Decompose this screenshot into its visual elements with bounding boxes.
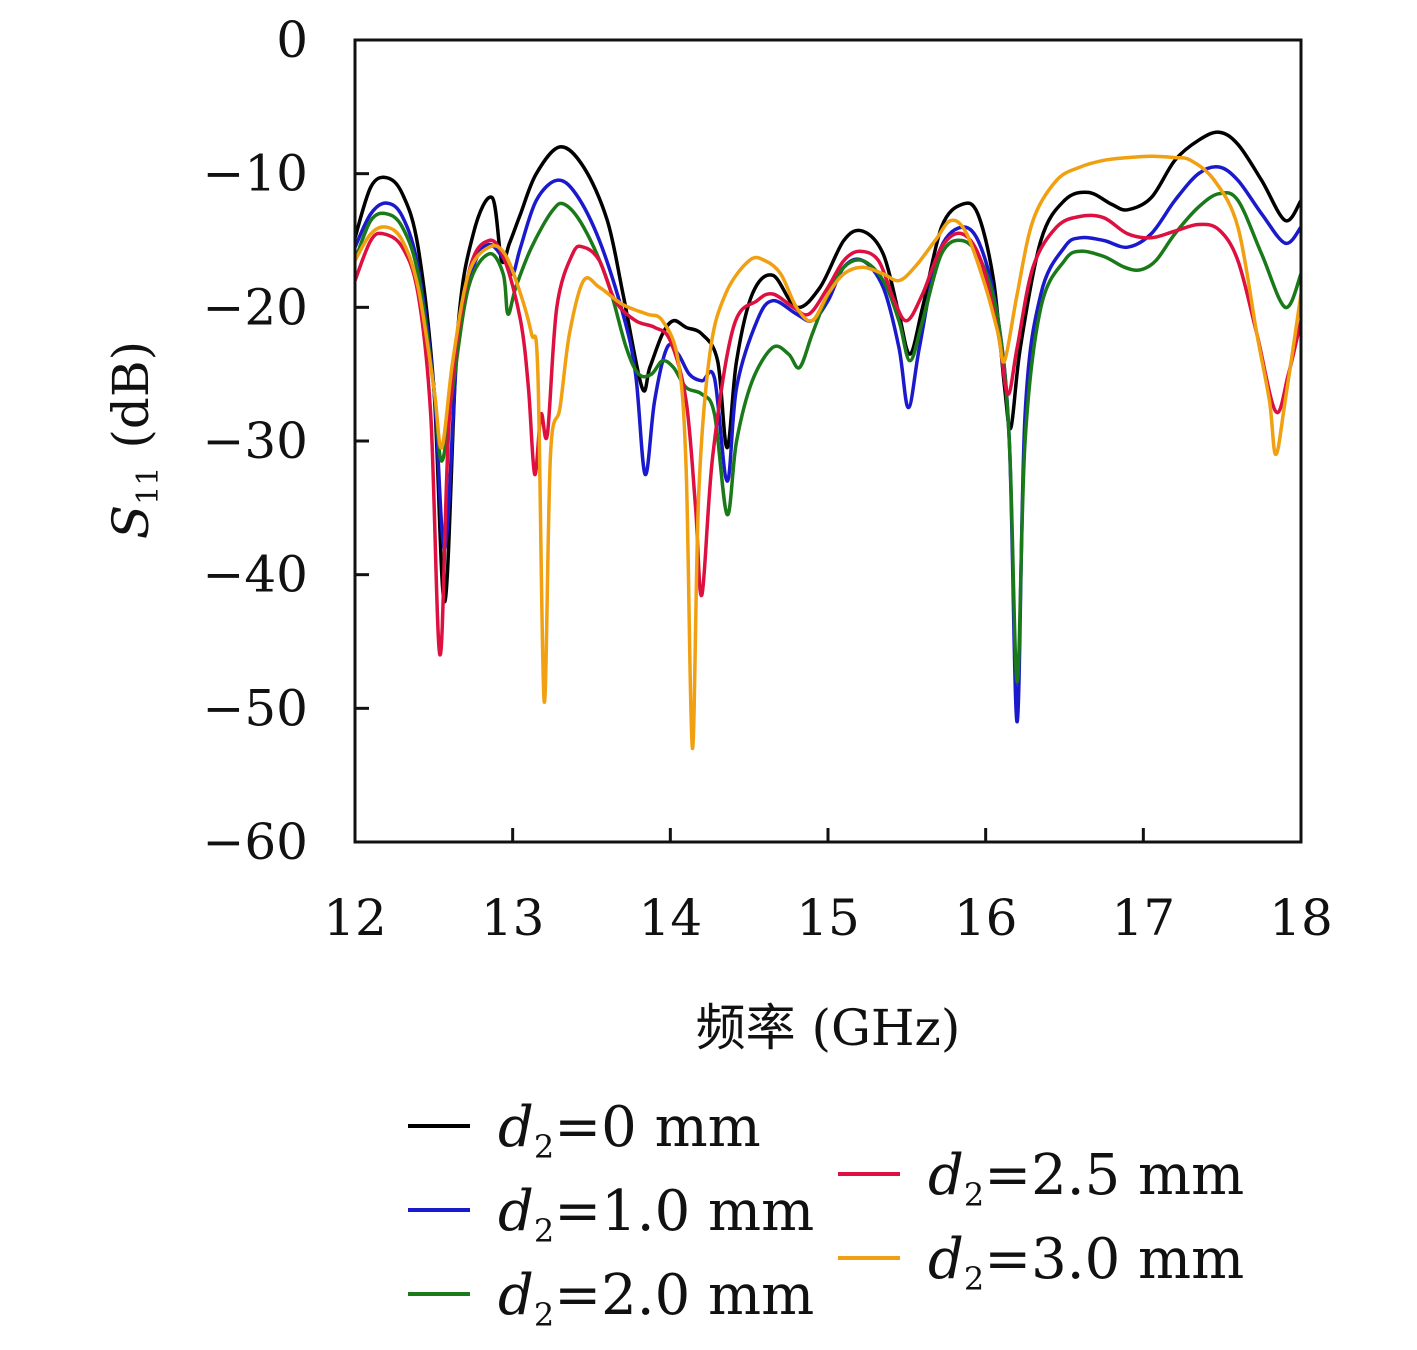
y-axis-title-sub: 11 [131,467,166,505]
y-axis-title-unit: (dB) [102,341,160,449]
legend-label: d2=1.0 mm [498,1179,814,1250]
x-axis-title: 频率 (GHz) [696,999,961,1057]
y-tick-label: −50 [202,679,308,737]
y-tick-label: −30 [202,412,308,470]
legend-label: d2=0 mm [498,1095,761,1166]
legend-label: d2=2.0 mm [498,1263,814,1334]
y-axis: 0 −10 −20 −30 −40 −50 −60 [202,11,369,871]
x-tick-label: 17 [1112,889,1176,947]
y-tick-label: −20 [202,278,308,336]
legend: d2=0 mm d2=1.0 mm d2=2.0 mm d2=2.5 mm d2=3.0… [408,1095,1244,1334]
legend-label: d2=3.0 mm [928,1227,1244,1298]
y-axis-title-main: S [102,505,160,539]
series-layer [355,130,1301,751]
y-tick-label: −10 [202,145,308,203]
y-tick-label: −40 [202,546,308,604]
series-line-2 [355,190,1301,684]
x-axis: 12 13 14 15 16 17 18 [323,828,1333,947]
x-tick-label: 14 [639,889,703,947]
svg-text:S11(dB): S11 (dB) [102,341,166,539]
series-line-4 [355,154,1301,751]
y-tick-label: −60 [202,813,308,871]
x-tick-label: 15 [796,889,860,947]
x-tick-label: 12 [323,889,387,947]
y-axis-title: S11 (dB) [102,341,166,539]
series-line-1 [355,164,1301,724]
y-tick-label: 0 [276,11,308,69]
x-tick-label: 13 [481,889,545,947]
series-line-0 [355,130,1301,604]
x-tick-label: 16 [954,889,1018,947]
series-line-3 [355,213,1301,657]
x-tick-label: 18 [1269,889,1333,947]
legend-label: d2=2.5 mm [928,1143,1244,1214]
plot-frame [353,38,1303,844]
